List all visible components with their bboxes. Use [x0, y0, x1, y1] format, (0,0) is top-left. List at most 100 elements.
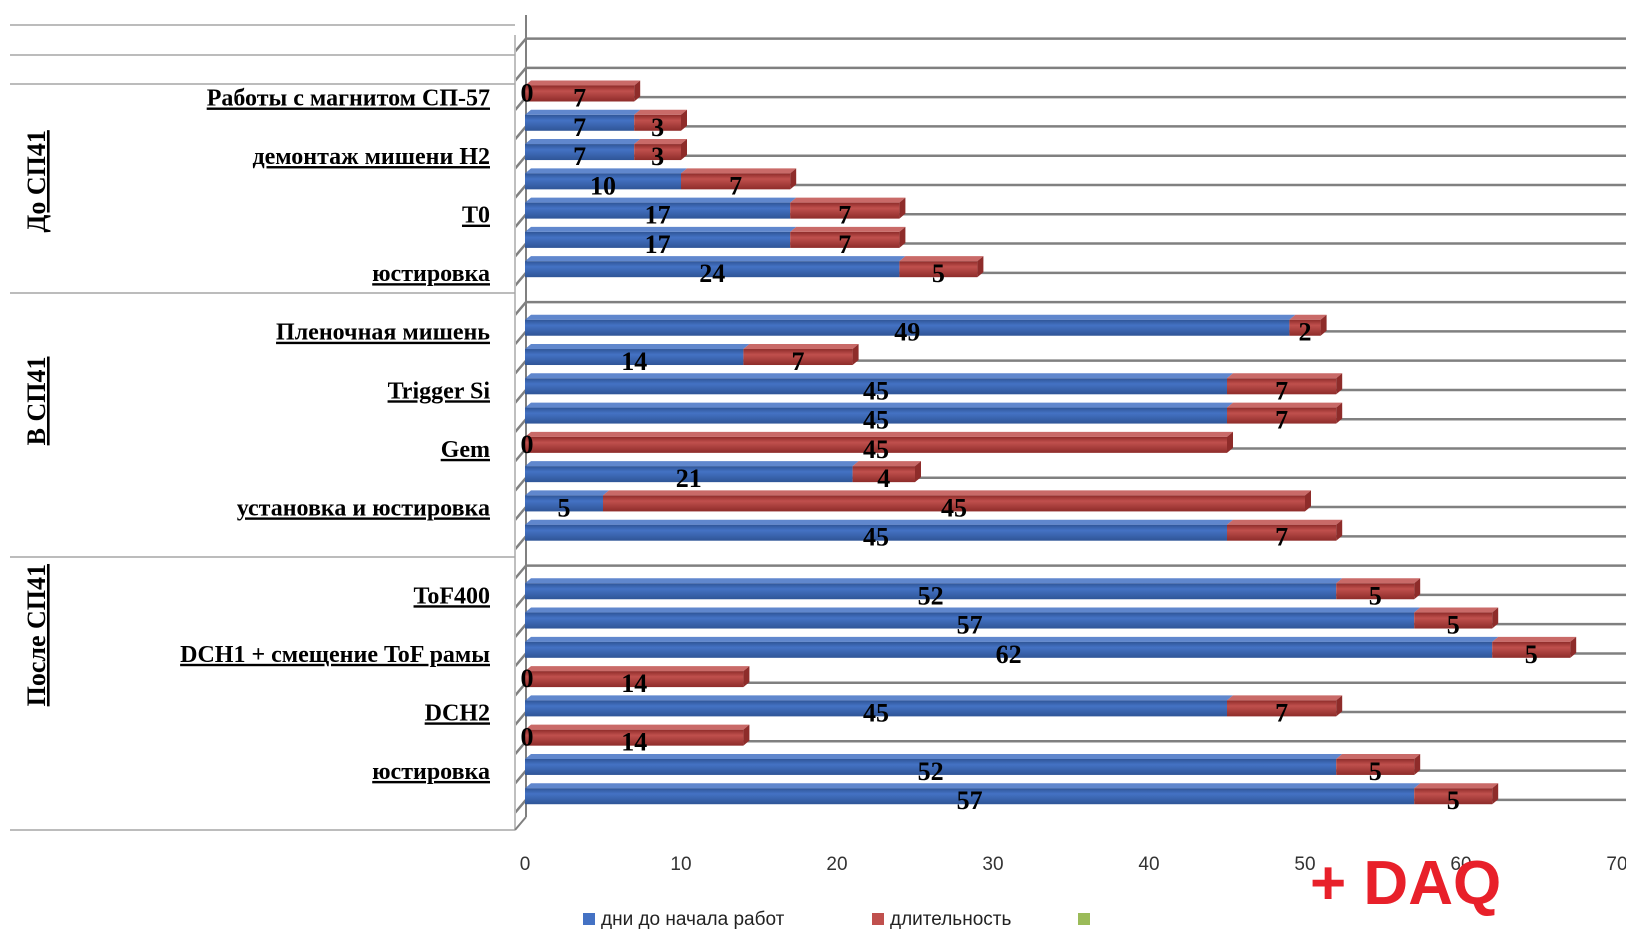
legend-series-start-label: дни до начала работ [601, 909, 785, 930]
gridline-depth [514, 389, 527, 404]
data-label-start: 57 [957, 611, 983, 640]
legend-series-duration-label: длительность [890, 909, 1011, 930]
data-label-start: 7 [573, 113, 586, 142]
gridline-depth [514, 301, 527, 316]
bar-end-cap [1336, 695, 1343, 717]
bar-duration-top [634, 109, 687, 115]
bar-duration [852, 466, 915, 483]
data-label-start: 45 [863, 406, 889, 435]
gridline-depth [514, 769, 527, 785]
bar-duration [634, 114, 681, 131]
gridline-depth [514, 711, 527, 726]
bar-duration-top [1336, 578, 1421, 584]
data-label-start: 17 [645, 201, 671, 230]
gridline-depth [514, 418, 527, 434]
bar-start-top [525, 139, 641, 145]
data-label-start: 7 [573, 142, 586, 171]
bar-end-cap [1414, 578, 1421, 600]
bar-end-cap [1570, 636, 1577, 658]
x-tick-label: 70 [1606, 854, 1626, 875]
data-label-start: 45 [863, 376, 889, 405]
data-label-duration: 14 [621, 728, 647, 757]
gridline-depth [514, 359, 527, 375]
bar-duration-top [525, 666, 750, 672]
bar-duration-top [790, 226, 906, 232]
bar-start-top [525, 197, 797, 203]
bar-end-cap [852, 344, 859, 366]
data-label-start: 52 [918, 581, 944, 610]
bar-duration-top [1336, 753, 1421, 759]
data-label-start: 17 [645, 230, 671, 259]
bar-duration-top [1492, 636, 1577, 642]
bar-start-top [525, 256, 906, 262]
bar-end-cap [743, 724, 750, 746]
bar-start-top [525, 461, 859, 467]
gridline-depth [514, 799, 527, 814]
bar-start-top [525, 226, 797, 232]
legend-series-start-swatch [583, 913, 595, 925]
x-tick-label: 10 [670, 854, 691, 875]
bar-duration [525, 85, 635, 102]
data-label-duration: 14 [621, 669, 647, 698]
bar-end-cap [899, 197, 906, 219]
data-label-duration: 7 [1275, 698, 1288, 727]
bar-duration-top [1227, 695, 1343, 701]
data-label-start: 21 [676, 464, 702, 493]
bar-start-top [525, 490, 609, 496]
bar-end-cap [1492, 783, 1499, 805]
data-label-start: 10 [590, 171, 616, 200]
category-label: установка и юстировка [237, 495, 490, 521]
gridline-depth [514, 506, 527, 521]
data-label-duration: 5 [1525, 640, 1538, 669]
gridline-depth [514, 67, 527, 82]
bar-start [525, 700, 1227, 717]
bar-duration [525, 671, 744, 688]
x-tick-label: 50 [1294, 854, 1315, 875]
bar-end-cap [634, 80, 641, 102]
data-label-duration: 7 [1275, 376, 1288, 405]
bar-duration [1227, 700, 1337, 717]
bar-duration [1227, 378, 1337, 395]
bar-start-top [525, 519, 1233, 525]
group-label: До СП41 [22, 130, 51, 232]
category-label: юстировка [372, 261, 490, 287]
bar-start-top [525, 402, 1233, 408]
bar-start [525, 466, 853, 483]
bar-duration-top [603, 490, 1311, 496]
group-label: В СП41 [22, 357, 51, 446]
bar-duration [1227, 407, 1337, 424]
data-label-start: 62 [996, 640, 1022, 669]
category-label: DCH2 [425, 700, 490, 726]
bar-end-cap [681, 139, 687, 161]
bar-duration-top [743, 344, 859, 350]
data-label-start: 57 [957, 786, 983, 815]
data-label-start: 0 [521, 79, 534, 108]
category-label: Пленочная мишень [276, 320, 490, 346]
data-label-start: 0 [521, 430, 534, 459]
gridline-depth [514, 681, 527, 697]
bar-duration-top [525, 724, 750, 730]
bar-start-top [525, 607, 1421, 613]
category-label: Работы с магнитом СП-57 [207, 86, 490, 112]
bar-end-cap [1227, 431, 1233, 453]
bar-duration-top [634, 139, 687, 145]
data-label-start: 45 [863, 523, 889, 552]
x-tick-label: 30 [982, 854, 1003, 875]
legend-series-duration-swatch [872, 913, 884, 925]
bar-duration [603, 495, 1305, 512]
bar-end-cap [1336, 519, 1343, 541]
bar-duration-top [1227, 519, 1343, 525]
bar-start [525, 758, 1337, 775]
bar-end-cap [743, 666, 750, 688]
bar-end-cap [977, 256, 984, 278]
data-label-start: 49 [894, 318, 920, 347]
floor-depth-edge [514, 816, 527, 831]
bar-start [525, 261, 900, 278]
data-label-start: 0 [521, 723, 534, 752]
gridline-depth [514, 652, 527, 668]
bar-start [525, 173, 681, 190]
bar-duration-top [790, 197, 906, 203]
data-label-duration: 7 [838, 230, 851, 259]
bar-start-top [525, 578, 1343, 584]
